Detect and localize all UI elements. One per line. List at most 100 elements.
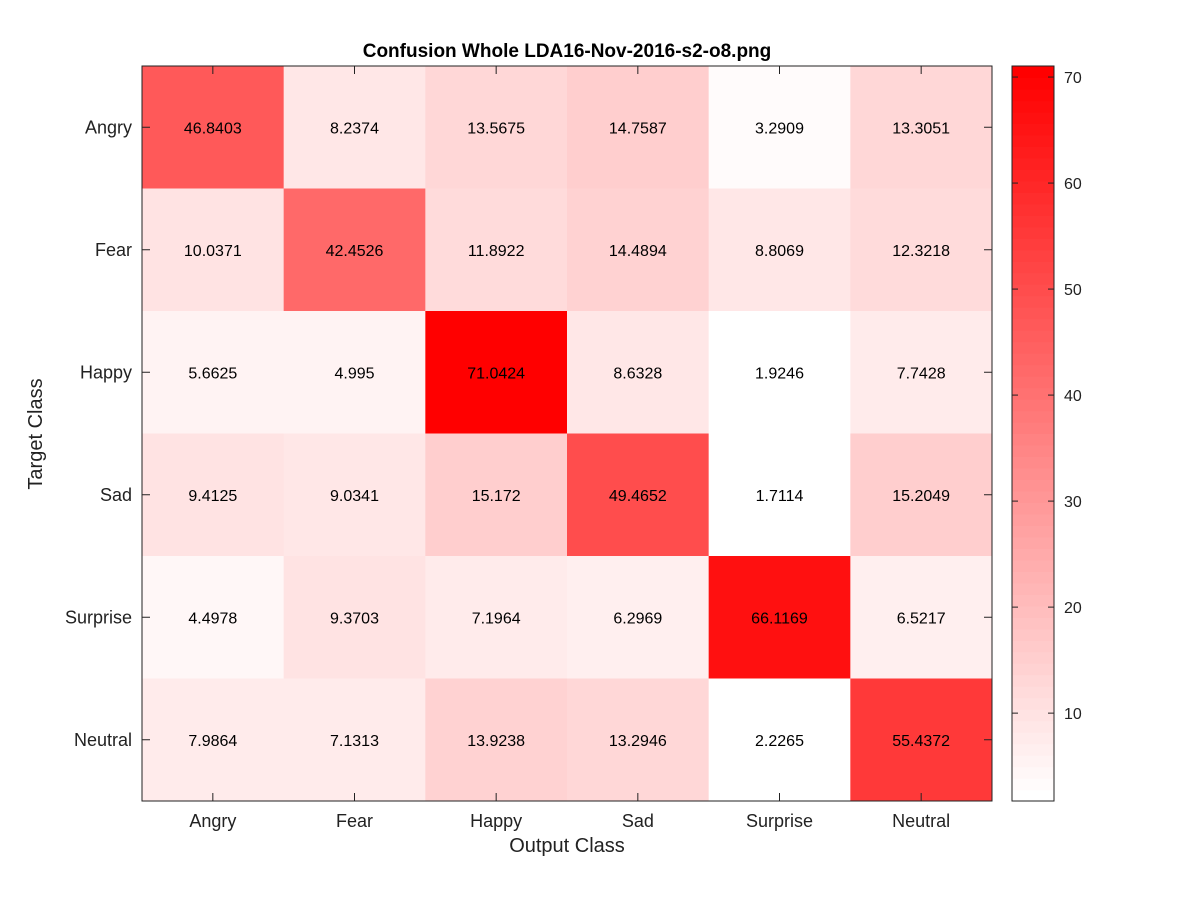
- colorbar-tick-label: 30: [1064, 494, 1082, 511]
- colorbar-segment: [1012, 146, 1054, 159]
- heatmap-cell: [142, 678, 285, 802]
- heatmap-cell: [425, 188, 568, 312]
- y-tick-label: Neutral: [74, 730, 132, 750]
- colorbar-segment: [1012, 169, 1054, 182]
- cell-value-label: 71.0424: [467, 365, 525, 382]
- cell-value-label: 12.3218: [892, 243, 950, 260]
- heatmap-cell: [142, 311, 285, 434]
- x-tick-label: Neutral: [892, 811, 950, 831]
- y-axis-ticks: Angry Fear Happy Sad Surprise Neutral: [65, 117, 992, 750]
- heatmap-cell: [283, 188, 426, 312]
- colorbar-segment: [1012, 732, 1054, 745]
- colorbar-tick-label: 20: [1064, 600, 1082, 617]
- colorbar-tick-label: 10: [1064, 706, 1082, 723]
- colorbar-tick-label: 60: [1064, 176, 1082, 193]
- colorbar-segment: [1012, 180, 1054, 193]
- colorbar-segment: [1012, 444, 1054, 458]
- x-tick-label: Surprise: [746, 811, 813, 831]
- y-tick-label: Happy: [80, 362, 132, 382]
- heatmap-cell: [708, 311, 851, 434]
- cell-value-label: 15.172: [472, 488, 521, 505]
- heatmap-cell: [708, 188, 851, 312]
- colorbar-segment: [1012, 88, 1054, 102]
- colorbar-segment: [1012, 66, 1054, 79]
- colorbar-segment: [1012, 77, 1054, 90]
- x-tick-label: Angry: [189, 811, 236, 831]
- colorbar-segment: [1012, 295, 1054, 308]
- heatmap-cell: [425, 556, 568, 679]
- colorbar-segment: [1012, 261, 1054, 274]
- heatmap-cell: [850, 678, 993, 802]
- cell-value-label: 3.2909: [755, 120, 804, 137]
- colorbar-segment: [1012, 536, 1054, 549]
- colorbar-segment: [1012, 467, 1054, 481]
- colorbar-segment: [1012, 157, 1054, 170]
- cell-value-label: 7.7428: [897, 365, 946, 382]
- colorbar-segment: [1012, 226, 1054, 239]
- cell-value-label: 9.3703: [330, 610, 379, 627]
- y-tick-label: Fear: [95, 240, 132, 260]
- heatmap-cell: [708, 66, 851, 189]
- cell-value-label: 8.8069: [755, 243, 804, 260]
- colorbar-segment: [1012, 284, 1054, 297]
- plot-frame: [141, 65, 993, 802]
- colorbar-segment: [1012, 318, 1054, 331]
- colorbar-segment: [1012, 594, 1054, 607]
- colorbar-frame: [1011, 65, 1055, 802]
- cell-value-label: 7.1313: [330, 733, 379, 750]
- x-axis-label: Output Class: [509, 835, 625, 857]
- colorbar-ticks: 10 20 30 40 50 60 70: [1012, 70, 1082, 723]
- colorbar-segment: [1012, 422, 1054, 435]
- colorbar-segment: [1012, 502, 1054, 515]
- colorbar-segment: [1012, 192, 1054, 205]
- y-axis-label: Target Class: [25, 378, 47, 489]
- x-axis-ticks: Angry Fear Happy Sad Surprise Neutral: [189, 66, 950, 831]
- colorbar-segment: [1012, 456, 1054, 469]
- heatmap-cell: [142, 66, 285, 189]
- colorbar-segment: [1012, 387, 1054, 400]
- colorbar-segment: [1012, 111, 1054, 125]
- colorbar-segment: [1012, 307, 1054, 320]
- colorbar-segment: [1012, 330, 1054, 343]
- cell-value-label: 15.2049: [892, 488, 950, 505]
- cell-value-label: 9.4125: [188, 488, 237, 505]
- colorbar-segment: [1012, 364, 1054, 377]
- colorbar-segment: [1012, 674, 1054, 687]
- heatmap-cell: [567, 311, 710, 434]
- heatmap-cell: [425, 311, 568, 434]
- colorbar-segment: [1012, 686, 1054, 699]
- y-tick-label: Angry: [85, 117, 132, 137]
- colorbar-segment: [1012, 720, 1054, 733]
- colorbar-segment: [1012, 582, 1054, 595]
- colorbar-segment: [1012, 272, 1054, 285]
- colorbar-segment: [1012, 778, 1054, 791]
- y-tick-label: Sad: [100, 485, 132, 505]
- cell-value-label: 8.6328: [613, 365, 662, 382]
- heatmap-cell: [850, 556, 993, 679]
- cell-value-label: 55.4372: [892, 733, 950, 750]
- cell-value-label: 46.8403: [184, 120, 242, 137]
- colorbar-segment: [1012, 789, 1054, 802]
- cell-value-label: 13.9238: [467, 733, 525, 750]
- heatmap-cell: [142, 556, 285, 679]
- colorbar-segment: [1012, 709, 1054, 722]
- cell-value-label: 1.9246: [755, 365, 804, 382]
- colorbar-segment: [1012, 640, 1054, 653]
- y-tick-label: Surprise: [65, 607, 132, 627]
- colorbar-segment: [1012, 490, 1054, 504]
- colorbar-segment: [1012, 238, 1054, 251]
- colorbar-segment: [1012, 215, 1054, 228]
- x-tick-label: Sad: [622, 811, 654, 831]
- colorbar-tick-label: 40: [1064, 388, 1082, 405]
- cell-value-label: 9.0341: [330, 488, 379, 505]
- colorbar-segment: [1012, 559, 1054, 572]
- heatmap-cell: [567, 188, 710, 312]
- heatmap-cell: [708, 433, 851, 557]
- cell-value-label: 5.6625: [188, 365, 237, 382]
- cell-value-label: 49.4652: [609, 488, 667, 505]
- cell-value-label: 7.9864: [188, 733, 237, 750]
- heatmap-cell: [142, 188, 285, 312]
- heatmap-cell: [850, 66, 993, 189]
- cell-value-label: 66.1169: [751, 610, 808, 627]
